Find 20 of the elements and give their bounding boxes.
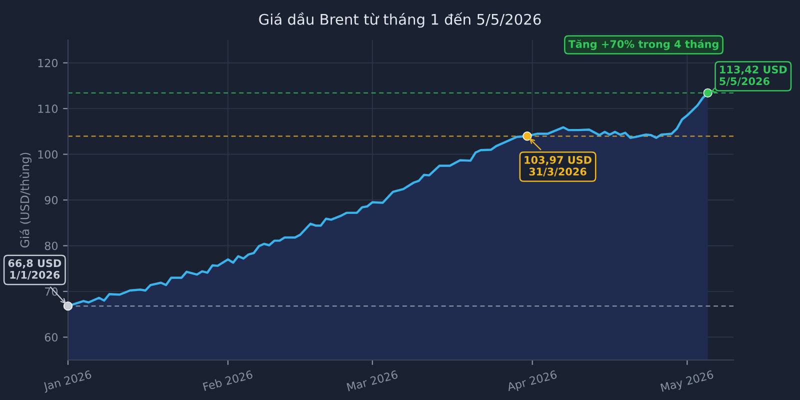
point	[63, 301, 73, 311]
y-tick-label: 90	[44, 196, 58, 204]
y-tick-label: 100	[38, 150, 58, 159]
y-tick-label: 110	[38, 104, 58, 113]
y-tick-label: 80	[44, 242, 58, 250]
y-axis-title: Giá (USD/thùng)	[20, 152, 32, 248]
y-tick-label: 120	[38, 58, 58, 68]
x-tick-label: May 2026	[660, 370, 714, 394]
x-tick-label: Apr 2026	[506, 370, 558, 394]
point	[703, 88, 712, 98]
chart-title: Giá dầu Brent từ tháng 1 đến 5/5/2026	[259, 12, 541, 28]
annotation: 113,42 USD 5/5/2026	[720, 66, 787, 86]
point	[522, 132, 532, 141]
y-tick-label: 60	[44, 333, 58, 342]
annotation: 103,97 USD 31/3/2026	[524, 156, 592, 176]
annotation: Tăng +70% trong 4 tháng	[568, 40, 718, 50]
x-tick-label: Jan 2026	[42, 370, 92, 393]
x-tick-label: Feb 2026	[202, 370, 253, 392]
annotation: 66,8 USD 1/1/2026	[8, 259, 62, 280]
x-tick-label: Mar 2026	[346, 370, 398, 392]
